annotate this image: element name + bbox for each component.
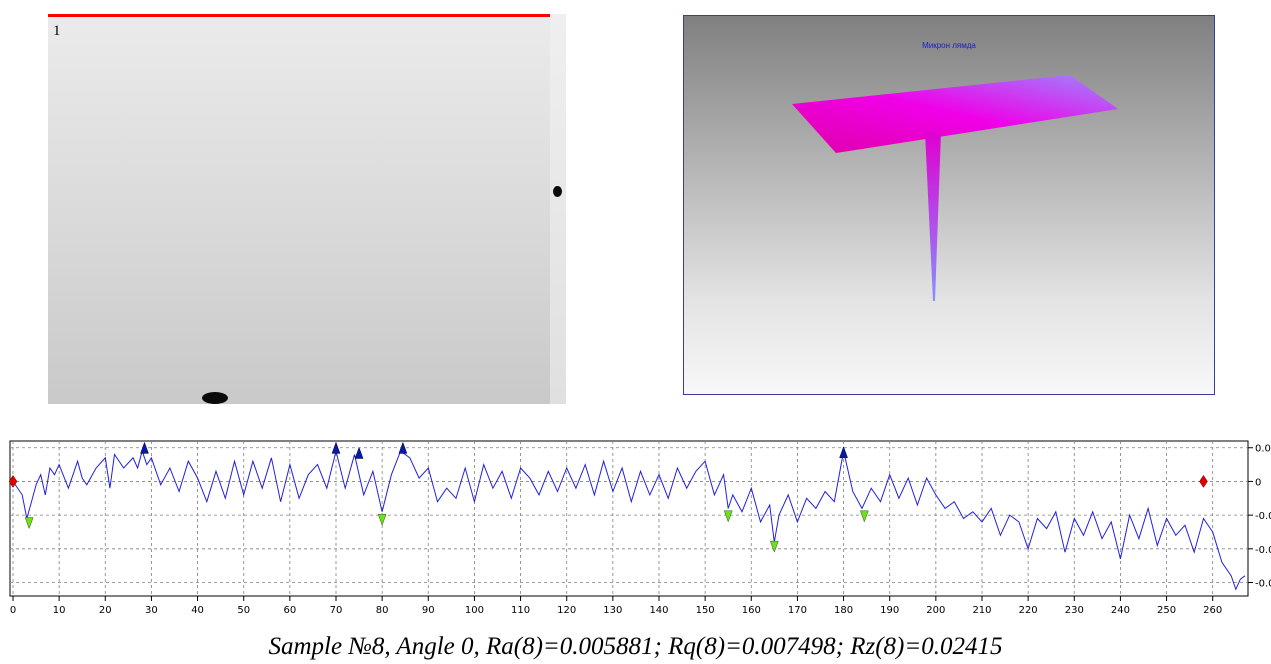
peak-marker (140, 441, 149, 454)
surface-plate (792, 75, 1118, 153)
profile-line (12, 449, 1246, 591)
peak-marker (354, 446, 364, 459)
x-tick-label: 60 (283, 605, 296, 616)
micrograph-image: 1 (48, 14, 566, 404)
valley-marker (859, 510, 869, 523)
roughness-profile-chart: 0 10 20 30 40 50 60 70 80 90 100 110 120 130 140 150 160… (0, 438, 1271, 638)
x-tick-label: 230 (1065, 605, 1084, 616)
surface-plot-canvas (792, 75, 1118, 301)
x-tick-label: 80 (376, 605, 389, 616)
peak-marker (839, 446, 848, 459)
y-tick-label: -0.01 (1255, 511, 1271, 522)
x-tick-label: 260 (1203, 605, 1222, 616)
boundary-marker (8, 474, 18, 488)
x-tick-label: 100 (465, 605, 484, 616)
y-tick-label: 0.01 (1255, 444, 1271, 455)
x-tick-label: 190 (880, 605, 899, 616)
x-tick-label: 150 (696, 605, 715, 616)
plot-area (9, 440, 1249, 597)
x-tick-label: 90 (422, 605, 435, 616)
x-tick-label: 220 (1019, 605, 1038, 616)
valley-marker (723, 510, 733, 523)
x-tick-label: 30 (145, 605, 158, 616)
frame-number: 1 (53, 23, 61, 39)
scale-bar (48, 14, 550, 17)
x-tick-label: 140 (649, 605, 668, 616)
x-tick-label: 170 (788, 605, 807, 616)
particle-bottom (202, 392, 228, 404)
surface-spike (925, 132, 941, 301)
figure-caption: Sample №8, Angle 0, Ra(8)=0.005881; Rq(8… (268, 633, 1003, 660)
valley-marker (24, 517, 34, 530)
y-tick-label: 0 (1255, 477, 1261, 488)
x-tick-label: 20 (99, 605, 112, 616)
x-tick-label: 180 (834, 605, 853, 616)
x-tick-label: 0 (10, 605, 16, 616)
x-tick-label: 70 (330, 605, 343, 616)
x-tick-label: 130 (603, 605, 622, 616)
x-tick-label: 110 (511, 605, 530, 616)
y-axis-ticks: 0.01 0 -0.01 -0.02 -0.03 (1248, 444, 1271, 590)
markers (8, 441, 1208, 553)
surface-3d-plot: Микрон лямда (683, 15, 1215, 395)
x-tick-label: 40 (191, 605, 204, 616)
x-tick-label: 10 (53, 605, 66, 616)
y-tick-label: -0.03 (1255, 579, 1271, 590)
peak-marker (331, 441, 341, 454)
valley-marker (769, 540, 779, 553)
x-tick-label: 160 (742, 605, 761, 616)
y-tick-label: -0.02 (1255, 545, 1271, 556)
profile-svg: 0 10 20 30 40 50 60 70 80 90 100 110 120 130 140 150 160… (8, 440, 1271, 616)
particle-right (553, 186, 562, 197)
x-axis-ticks: 0 10 20 30 40 50 60 70 80 90 100 110 120 130 140 150 160… (10, 596, 1222, 616)
x-tick-label: 200 (926, 605, 945, 616)
x-tick-label: 250 (1157, 605, 1176, 616)
boundary-marker (1199, 474, 1208, 488)
surface-plot-title: Микрон лямда (922, 41, 976, 50)
x-tick-label: 120 (557, 605, 576, 616)
micrograph-edge-strip (550, 14, 566, 404)
peak-marker (398, 441, 408, 454)
x-tick-label: 50 (237, 605, 250, 616)
x-tick-label: 210 (972, 605, 991, 616)
x-tick-label: 240 (1111, 605, 1130, 616)
valley-marker (377, 513, 387, 526)
